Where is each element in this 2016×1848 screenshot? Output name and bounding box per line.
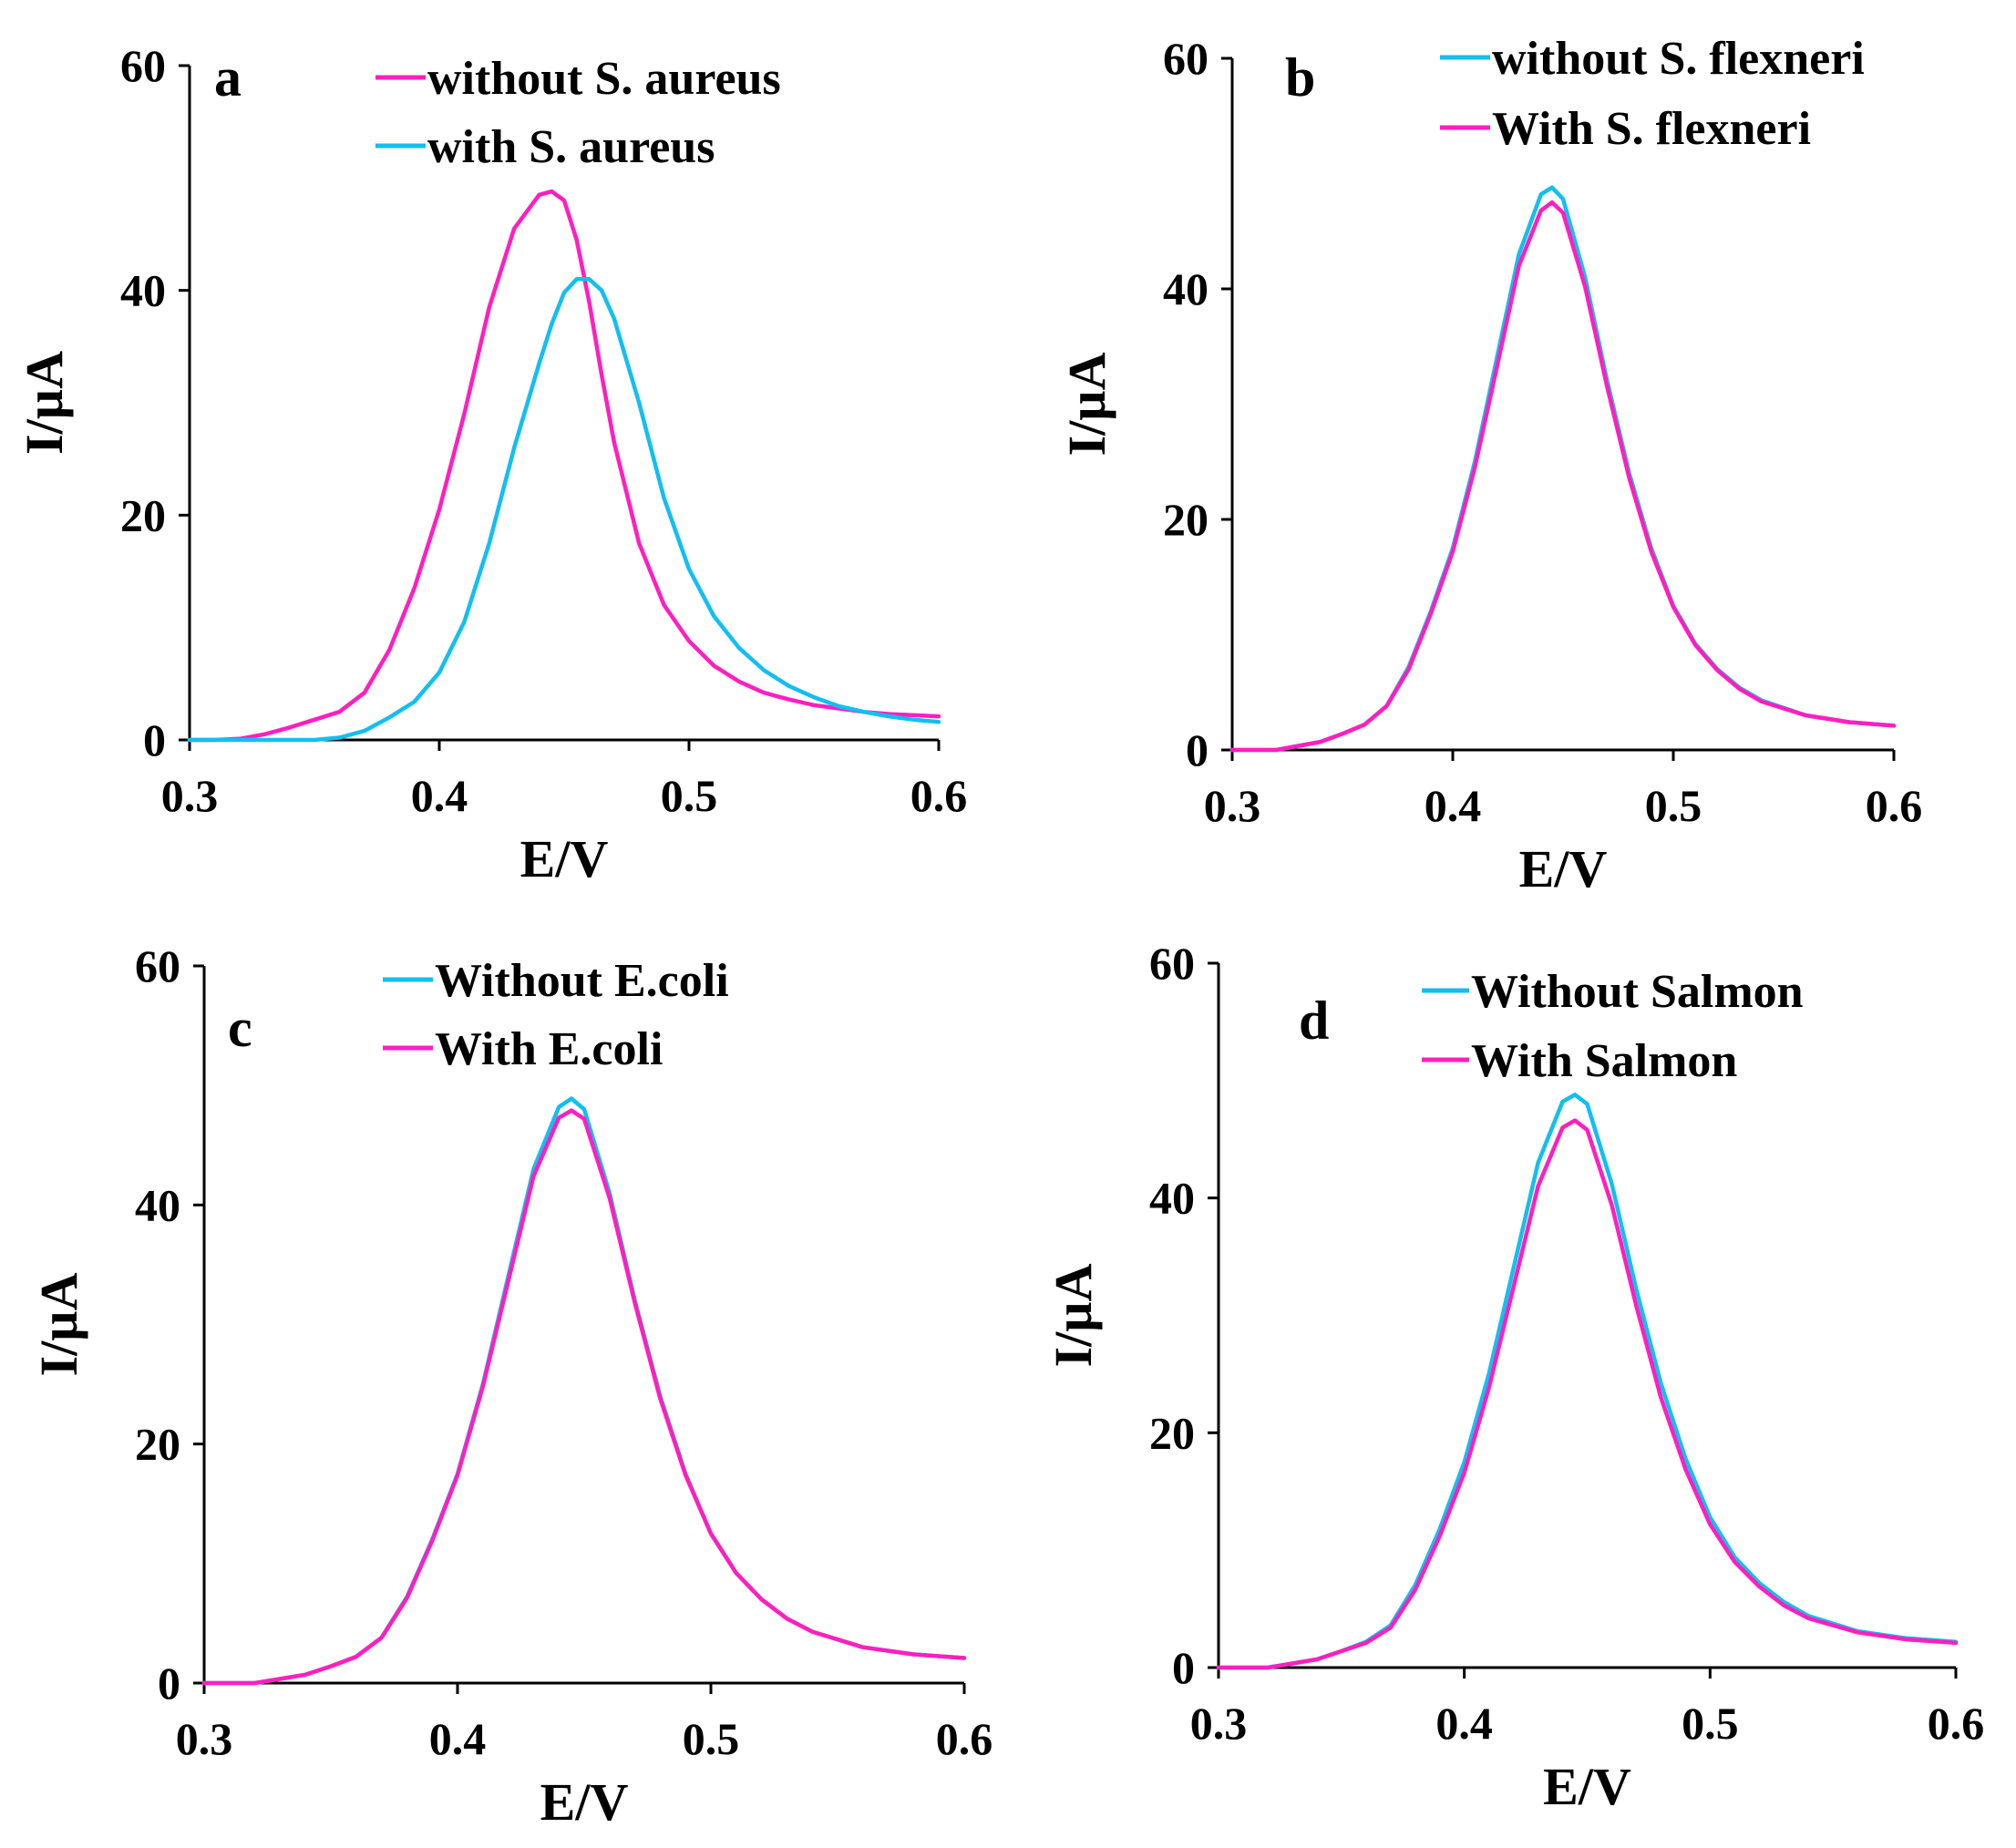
y-tick-label: 20 bbox=[1149, 1407, 1195, 1458]
x-axis-label: E/V bbox=[520, 829, 609, 888]
y-tick-label: 40 bbox=[1163, 263, 1209, 314]
legend-label: without S. aureus bbox=[427, 53, 781, 105]
y-tick-label: 60 bbox=[1163, 33, 1209, 84]
y-tick-label: 0 bbox=[143, 714, 166, 765]
y-tick-label: 60 bbox=[1149, 938, 1195, 989]
chart-panel-b: 0 20 40 60 0.3 0.4 0.5 0.6 E/V I/µA b without S. fl… bbox=[1057, 33, 1922, 898]
x-tick-label: 0.3 bbox=[176, 1713, 233, 1764]
y-tick-label: 20 bbox=[120, 489, 166, 540]
x-tick-label: 0.4 bbox=[1435, 1698, 1493, 1749]
series-line-2 bbox=[1229, 200, 1897, 753]
x-tick-label: 0.3 bbox=[1190, 1698, 1248, 1749]
y-axis-label: I/µA bbox=[1057, 352, 1116, 456]
x-axis-label: E/V bbox=[1519, 839, 1608, 898]
x-tick-label: 0.4 bbox=[411, 770, 468, 821]
legend-label: Without E.coli bbox=[435, 955, 729, 1007]
y-axis-label: I/µA bbox=[15, 351, 74, 455]
chart-panel-d: 0 20 40 60 0.3 0.4 0.5 0.6 E/V I/µA d Without Salmo… bbox=[1044, 938, 1984, 1816]
x-tick-label: 0.5 bbox=[683, 1713, 740, 1764]
y-tick-label: 40 bbox=[135, 1179, 180, 1230]
series-line-2 bbox=[187, 277, 941, 743]
legend-label: With S. flexneri bbox=[1492, 103, 1811, 155]
chart-panel-a: 0 20 40 60 0.3 0.4 0.5 0.6 E/V I/µA a without S. au… bbox=[15, 40, 967, 888]
legend-label: Without Salmon bbox=[1471, 966, 1804, 1018]
y-axis-label: I/µA bbox=[1044, 1263, 1103, 1367]
x-tick-label: 0.6 bbox=[1928, 1698, 1985, 1749]
x-tick-label: 0.5 bbox=[661, 770, 718, 821]
x-tick-label: 0.6 bbox=[1866, 780, 1923, 831]
chart-panel-c: 0 20 40 60 0.3 0.4 0.5 0.6 E/V I/µA c Without E.col… bbox=[29, 940, 993, 1832]
legend-label: With E.coli bbox=[435, 1023, 663, 1075]
panel-label: a bbox=[214, 47, 242, 108]
y-tick-label: 40 bbox=[120, 265, 166, 316]
y-tick-label: 60 bbox=[135, 940, 180, 991]
legend-label: With Salmon bbox=[1471, 1035, 1737, 1087]
series-line-1 bbox=[1229, 185, 1897, 753]
x-tick-label: 0.6 bbox=[936, 1713, 993, 1764]
x-tick-label: 0.5 bbox=[1682, 1698, 1739, 1749]
y-tick-label: 0 bbox=[1186, 724, 1209, 775]
panel-label: c bbox=[228, 998, 252, 1058]
legend-label: without S. flexneri bbox=[1492, 33, 1865, 85]
x-tick-label: 0.6 bbox=[910, 770, 968, 821]
x-tick-label: 0.3 bbox=[161, 770, 219, 821]
series-line-2 bbox=[1216, 1118, 1959, 1670]
panel-label: d bbox=[1299, 991, 1329, 1051]
y-tick-label: 20 bbox=[1163, 494, 1209, 545]
y-tick-label: 0 bbox=[1172, 1642, 1195, 1693]
x-axis-label: E/V bbox=[1543, 1757, 1631, 1816]
x-tick-label: 0.4 bbox=[429, 1713, 487, 1764]
y-tick-label: 0 bbox=[158, 1658, 180, 1709]
x-tick-label: 0.3 bbox=[1204, 780, 1261, 831]
x-axis-label: E/V bbox=[540, 1772, 629, 1832]
y-tick-label: 60 bbox=[120, 40, 166, 91]
x-tick-label: 0.4 bbox=[1425, 780, 1482, 831]
panel-label: b bbox=[1285, 47, 1315, 108]
y-tick-label: 40 bbox=[1149, 1173, 1195, 1224]
y-axis-label: I/µA bbox=[29, 1272, 88, 1376]
y-tick-label: 20 bbox=[135, 1419, 180, 1470]
series-line-1 bbox=[187, 189, 941, 743]
legend-label: with S. aureus bbox=[427, 121, 715, 173]
series-line-1 bbox=[201, 1096, 967, 1686]
series-line-1 bbox=[1216, 1093, 1959, 1670]
x-tick-label: 0.5 bbox=[1645, 780, 1702, 831]
series-line-2 bbox=[201, 1108, 967, 1686]
